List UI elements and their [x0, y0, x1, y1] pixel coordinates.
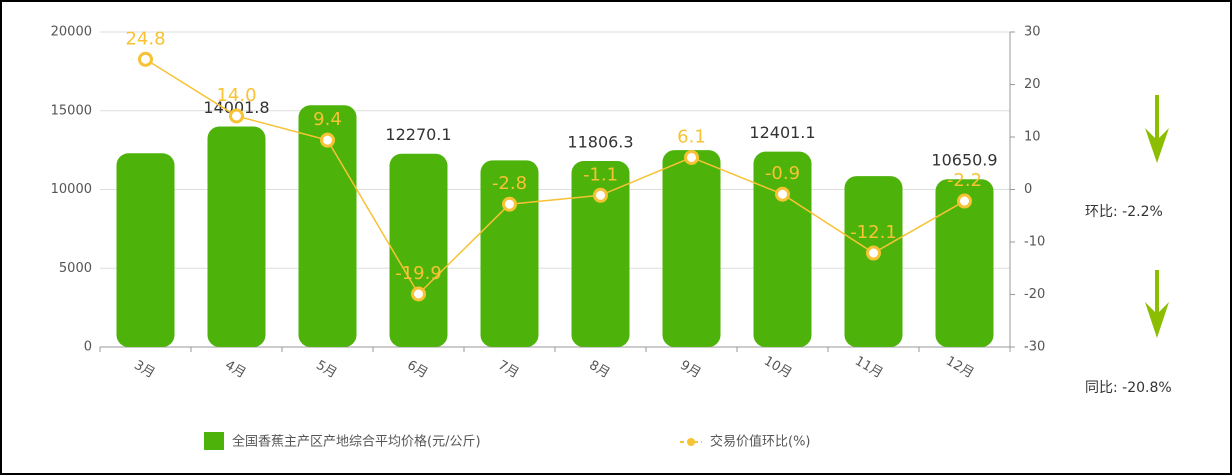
y-tick-label: 10000	[51, 182, 92, 197]
annotation: 同比: -20.8%	[1085, 380, 1172, 396]
line-label: -19.9	[395, 263, 442, 284]
x-tick-label: 4月	[222, 358, 248, 382]
line-point	[775, 186, 790, 202]
line-label: 6.1	[677, 126, 706, 147]
x-tick-label: 11月	[852, 354, 885, 382]
y-tick-label: 5000	[59, 261, 92, 276]
line-point	[229, 108, 244, 124]
bar-label: 10650.9	[931, 151, 997, 170]
bar	[571, 161, 630, 347]
legend-label: 全国香蕉主产区产地综合平均价格(元/公斤)	[232, 434, 481, 450]
legend-label: 交易价值环比(%)	[710, 434, 811, 450]
y-tick-label: 0	[84, 340, 92, 355]
bar	[116, 153, 175, 347]
y2-tick-label: 30	[1024, 25, 1041, 40]
y2-tick-label: 0	[1024, 182, 1032, 197]
line-label: -2.8	[492, 173, 527, 194]
bar	[480, 160, 539, 347]
bar-label: 14001.8	[203, 98, 269, 117]
line-label: -1.1	[583, 164, 618, 185]
bar-label: 11806.3	[567, 133, 633, 152]
line-point	[866, 245, 881, 261]
x-tick-label: 6月	[404, 358, 430, 382]
y2-tick-label: -30	[1024, 340, 1045, 355]
line-point	[593, 187, 608, 203]
line-label: -2.2	[947, 170, 982, 191]
bar	[844, 176, 903, 347]
y2-tick-label: -10	[1024, 235, 1045, 250]
x-tick-label: 9月	[677, 358, 703, 382]
line	[145, 58, 965, 296]
y-tick-label: 15000	[51, 103, 92, 118]
bar-label: 12270.1	[385, 125, 451, 144]
bar-label: 12401.1	[749, 123, 815, 142]
bar	[207, 126, 266, 347]
line-point	[957, 193, 972, 209]
line-point	[320, 132, 335, 148]
arrow	[1145, 95, 1169, 338]
y2-tick-label: 10	[1024, 130, 1041, 145]
x-tick-label: 5月	[313, 358, 339, 382]
x-tick-label: 3月	[131, 358, 157, 382]
y2-tick-label: 20	[1024, 77, 1041, 92]
line-point	[684, 149, 699, 165]
line-point	[138, 51, 153, 67]
legend-swatch	[687, 438, 695, 446]
x-tick-label: 12月	[943, 354, 976, 382]
x-tick-label: 7月	[495, 358, 521, 382]
bar	[935, 179, 994, 347]
bar	[662, 150, 721, 347]
line-label: -0.9	[765, 163, 800, 184]
y2-tick-label: -20	[1024, 287, 1045, 302]
line-label: 24.8	[125, 28, 165, 49]
bar	[389, 153, 448, 347]
annotation: 环比: -2.2%	[1085, 204, 1163, 220]
y-tick-label: 20000	[51, 25, 92, 40]
bar	[753, 151, 812, 347]
line-point	[411, 286, 426, 302]
line-label: 14.0	[216, 85, 256, 106]
legend-swatch	[204, 432, 224, 450]
line-point	[502, 196, 517, 212]
line-label: -12.1	[850, 222, 897, 243]
x-tick-label: 10月	[761, 354, 794, 382]
x-tick-label: 8月	[586, 358, 612, 382]
line-label: 9.4	[313, 109, 342, 130]
